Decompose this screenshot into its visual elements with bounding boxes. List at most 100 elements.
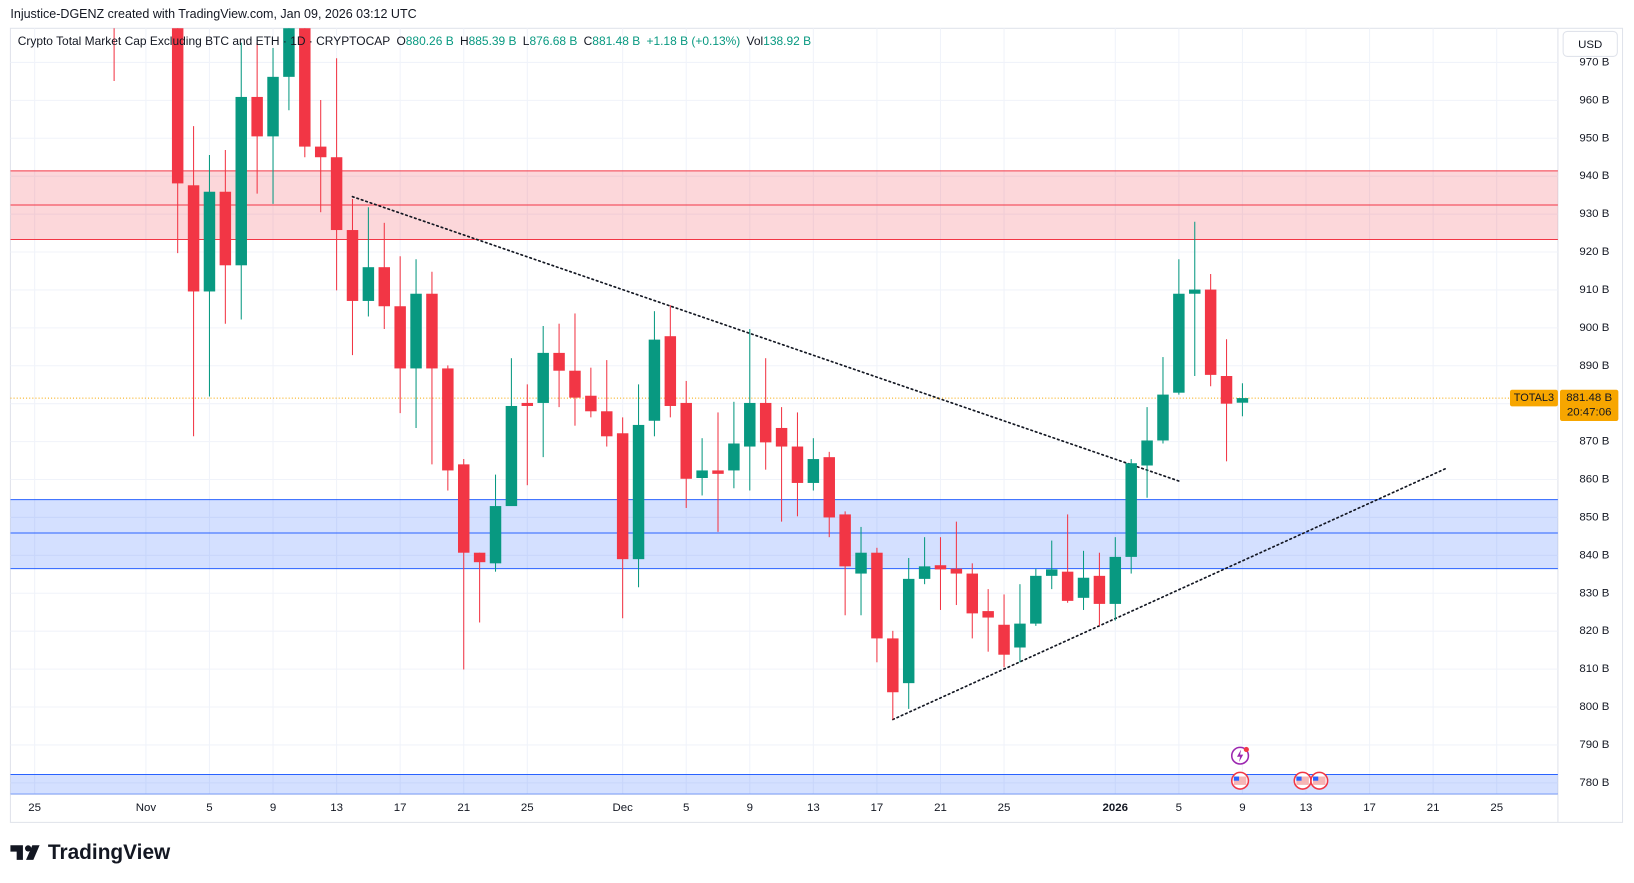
- candle-body: [1077, 577, 1090, 598]
- candle-body: [1125, 463, 1137, 557]
- brand-name: TradingView: [48, 841, 171, 864]
- candle-body: [473, 552, 486, 563]
- legend-item-label: L: [523, 34, 530, 48]
- candle-body: [553, 352, 565, 371]
- symbol-tag: [1509, 389, 1558, 407]
- x-tick-label: 17: [394, 802, 407, 814]
- y-tick-label: 790 B: [1579, 739, 1609, 751]
- countdown-label: 20:47:06: [1567, 407, 1612, 419]
- event-icon-bolt: [1236, 749, 1244, 762]
- axes: 780 B 790 B 800 B 810 B 820 B 830 B 840 B 850 B…: [18, 34, 1619, 814]
- x-tick-label: 25: [28, 802, 41, 814]
- y-tick-label: 950 B: [1579, 132, 1609, 144]
- candle-body: [1141, 440, 1153, 466]
- candle-body: [457, 464, 470, 553]
- y-tick-label: 910 B: [1579, 284, 1609, 296]
- legend-item-value: 881.48 B: [592, 34, 640, 48]
- y-tick-label: 800 B: [1579, 701, 1609, 713]
- candle-body: [855, 552, 867, 574]
- candle-body: [187, 185, 200, 292]
- candle-body: [378, 267, 391, 307]
- candle-body: [775, 427, 788, 447]
- legend-item-value: 880.26 B: [406, 34, 454, 48]
- y-tick-label: 890 B: [1579, 360, 1609, 372]
- event-icons: [1230, 746, 1329, 790]
- candle-body: [219, 191, 232, 266]
- x-tick-label: 5: [1176, 802, 1182, 814]
- candle-body: [918, 566, 931, 579]
- candle-body: [1014, 623, 1026, 648]
- x-tick-label: 25: [998, 802, 1011, 814]
- candle-body: [521, 402, 534, 406]
- candle-body: [1030, 575, 1042, 624]
- candle-body: [696, 470, 708, 479]
- x-tick-label: 9: [270, 802, 276, 814]
- legend-item-value: 138.92 B: [763, 34, 811, 48]
- candle-body: [616, 433, 629, 560]
- zone: [10, 499, 1558, 569]
- candle-body: [1109, 556, 1122, 604]
- candle-body: [1204, 289, 1217, 375]
- x-tick-label: 17: [871, 802, 884, 814]
- candle-body: [680, 402, 692, 479]
- candle-body: [426, 293, 438, 369]
- x-tick-label: 13: [1300, 802, 1313, 814]
- candle-body: [235, 96, 247, 266]
- legend-item-label: C: [584, 34, 593, 48]
- candle-body: [314, 146, 327, 158]
- y-tick-label: 960 B: [1579, 94, 1609, 106]
- x-tick-label: 13: [330, 802, 343, 814]
- candle-body: [283, 28, 295, 77]
- x-tick-label: 25: [1490, 802, 1503, 814]
- trendline: [891, 467, 1447, 721]
- candle-body: [505, 405, 518, 507]
- y-tick-label: 870 B: [1579, 436, 1609, 448]
- candle-body: [871, 552, 883, 639]
- candle-body: [934, 565, 947, 570]
- legend-item-value: +1.18 B (+0.13%): [646, 34, 740, 48]
- y-tick-label: 920 B: [1579, 246, 1609, 258]
- x-tick-label: Nov: [136, 802, 157, 814]
- candle-body: [601, 411, 613, 437]
- zone: [10, 774, 1558, 795]
- candle-body: [998, 624, 1010, 655]
- legend-item-value: 885.39 B: [469, 34, 517, 48]
- y-tick-label: 940 B: [1579, 170, 1609, 182]
- candle-body: [664, 336, 677, 406]
- candle-body: [728, 443, 740, 471]
- candle-body: [1220, 376, 1233, 404]
- candle-body: [1173, 293, 1185, 393]
- currency-button[interactable]: [1562, 30, 1618, 57]
- plot-area: [10, 28, 1558, 795]
- candle-body: [537, 352, 549, 403]
- candle-body: [171, 28, 184, 184]
- candle-body: [585, 395, 597, 412]
- event-dot: [1243, 746, 1249, 753]
- candle-body: [1093, 575, 1106, 604]
- y-tick-label: 970 B: [1579, 56, 1609, 68]
- candle-body: [346, 230, 359, 301]
- currency-label: USD: [1578, 39, 1602, 51]
- x-tick-label: 21: [457, 802, 470, 814]
- candle-body: [330, 157, 343, 231]
- legend-title: Crypto Total Market Cap Excluding BTC an…: [18, 34, 391, 48]
- candle-body: [950, 568, 963, 574]
- candle-body: [1061, 571, 1074, 601]
- y-tick-label: 860 B: [1579, 474, 1609, 486]
- trendline: [351, 195, 1180, 482]
- y-tick-label: 830 B: [1579, 587, 1609, 599]
- x-tick-label: 2026: [1103, 802, 1128, 814]
- brand-logo: [10, 845, 40, 860]
- candle-body: [251, 96, 263, 137]
- x-tick-label: 5: [683, 802, 689, 814]
- candle-body: [823, 457, 835, 518]
- candle-body: [648, 339, 661, 421]
- x-tick-label: 9: [1239, 802, 1245, 814]
- candle-body: [966, 573, 979, 614]
- legend: Crypto Total Market Cap Excluding BTC an…: [18, 34, 811, 48]
- candle-body: [1045, 569, 1058, 576]
- legend-item-label: H: [460, 34, 469, 48]
- x-tick-label: 9: [747, 802, 753, 814]
- candle-body: [1189, 289, 1201, 294]
